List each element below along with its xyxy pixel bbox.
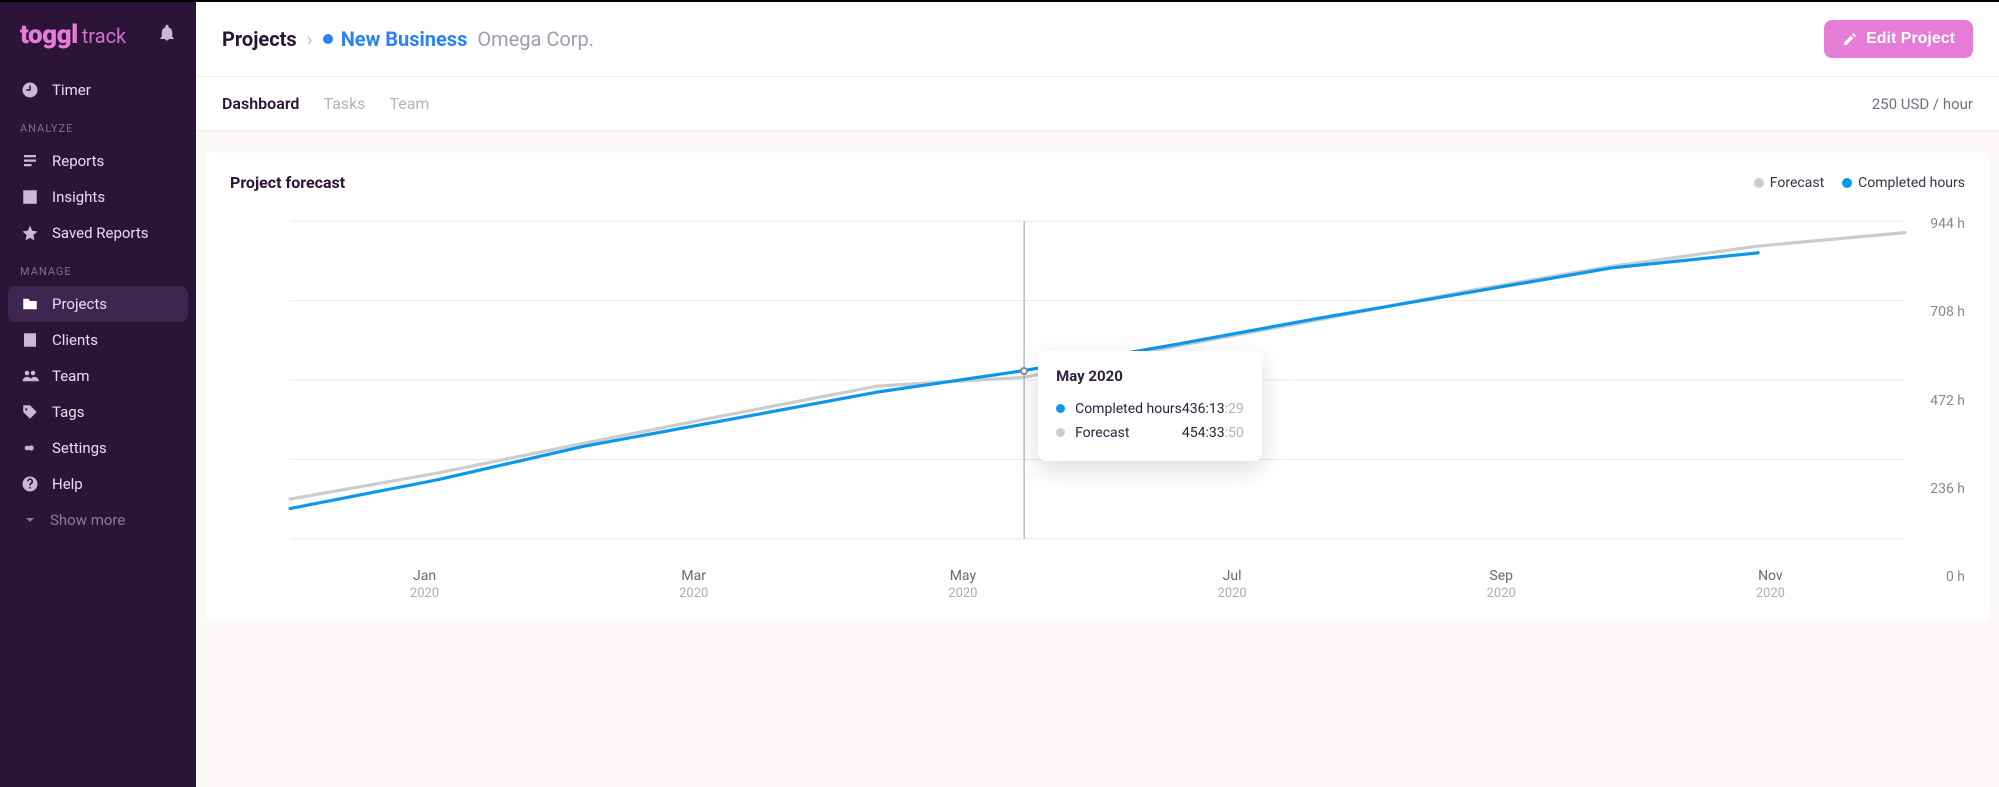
sidebar-item-show-more[interactable]: Show more — [8, 502, 188, 538]
tabs: Dashboard Tasks Team — [222, 78, 429, 129]
sidebar-item-label: Projects — [52, 295, 107, 313]
team-icon — [20, 367, 40, 385]
tabs-row: Dashboard Tasks Team 250 USD / hour — [196, 77, 1999, 131]
forecast-chart[interactable]: 0 h236 h472 h708 h944 hJan2020Mar2020May… — [230, 200, 1965, 601]
forecast-card: Project forecast Forecast Completed hours… — [206, 153, 1989, 621]
sidebar-item-label: Clients — [52, 331, 98, 349]
brand-name: toggl — [20, 20, 78, 50]
tooltip-swatch — [1056, 428, 1065, 437]
sidebar-item-label: Tags — [52, 403, 84, 421]
y-tick-label: 0 h — [1946, 569, 1965, 585]
card-title: Project forecast — [230, 173, 345, 192]
y-tick-label: 472 h — [1930, 393, 1965, 409]
legend-swatch — [1842, 178, 1852, 188]
sidebar-item-reports[interactable]: Reports — [8, 143, 188, 179]
sidebar: toggl track Timer ANALYZE Reports Insigh… — [0, 0, 196, 787]
tooltip-row-completed: Completed hours 436:13:29 — [1056, 397, 1244, 421]
project-name[interactable]: New Business — [341, 27, 468, 51]
folder-icon — [20, 295, 40, 313]
brand-logo[interactable]: toggl track — [20, 20, 126, 50]
rate-display: 250 USD / hour — [1872, 95, 1973, 113]
chart-tooltip: May 2020 Completed hours 436:13:29 Forec… — [1038, 351, 1262, 461]
help-icon — [20, 475, 40, 493]
sidebar-item-saved-reports[interactable]: Saved Reports — [8, 215, 188, 251]
y-tick-label: 944 h — [1930, 216, 1965, 232]
sidebar-item-label: Help — [52, 475, 83, 493]
tab-dashboard[interactable]: Dashboard — [222, 78, 299, 129]
tooltip-value: 454:33:50 — [1182, 425, 1244, 441]
chevron-down-icon — [20, 512, 40, 528]
card-header: Project forecast Forecast Completed hours — [230, 173, 1965, 192]
sidebar-nav: Timer ANALYZE Reports Insights Saved Rep… — [0, 72, 196, 538]
main: Projects › New Business Omega Corp. Edit… — [196, 0, 1999, 787]
tooltip-swatch — [1056, 404, 1065, 413]
header: Projects › New Business Omega Corp. Edit… — [196, 2, 1999, 77]
sidebar-item-team[interactable]: Team — [8, 358, 188, 394]
sidebar-item-label: Insights — [52, 188, 105, 206]
sidebar-item-timer[interactable]: Timer — [8, 72, 188, 108]
chart-legend: Forecast Completed hours — [1754, 175, 1965, 191]
edit-project-button[interactable]: Edit Project — [1824, 20, 1973, 58]
client-icon — [20, 331, 40, 349]
gear-icon — [20, 439, 40, 457]
client-name: Omega Corp. — [477, 27, 594, 51]
tooltip-value: 436:13:29 — [1182, 401, 1244, 417]
notification-bell-icon[interactable] — [158, 24, 176, 47]
sidebar-item-label: Settings — [52, 439, 107, 457]
tooltip-series-label: Completed hours — [1075, 401, 1182, 417]
tab-team[interactable]: Team — [389, 78, 429, 129]
clock-icon — [20, 81, 40, 99]
sidebar-item-insights[interactable]: Insights — [8, 179, 188, 215]
sidebar-item-label: Show more — [50, 511, 125, 529]
legend-item-forecast[interactable]: Forecast — [1754, 175, 1824, 191]
insights-icon — [20, 188, 40, 206]
pencil-icon — [1842, 31, 1858, 47]
sidebar-item-label: Timer — [52, 81, 91, 99]
sidebar-item-help[interactable]: Help — [8, 466, 188, 502]
legend-item-completed[interactable]: Completed hours — [1842, 175, 1965, 191]
y-tick-label: 236 h — [1930, 481, 1965, 497]
breadcrumb-root[interactable]: Projects — [222, 27, 297, 51]
tooltip-row-forecast: Forecast 454:33:50 — [1056, 421, 1244, 445]
project-color-dot — [323, 34, 333, 44]
sidebar-item-label: Team — [52, 367, 90, 385]
star-icon — [20, 224, 40, 242]
edit-project-label: Edit Project — [1866, 30, 1955, 48]
content: Project forecast Forecast Completed hours… — [196, 131, 1999, 787]
breadcrumb: Projects › New Business Omega Corp. — [222, 27, 594, 51]
tooltip-title: May 2020 — [1056, 367, 1244, 385]
tooltip-series-label: Forecast — [1075, 425, 1182, 441]
tag-icon — [20, 403, 40, 421]
sidebar-item-settings[interactable]: Settings — [8, 430, 188, 466]
sidebar-item-clients[interactable]: Clients — [8, 322, 188, 358]
chevron-right-icon: › — [307, 27, 313, 51]
legend-swatch — [1754, 178, 1764, 188]
sidebar-item-label: Reports — [52, 152, 104, 170]
sidebar-item-tags[interactable]: Tags — [8, 394, 188, 430]
logo-row: toggl track — [0, 2, 196, 72]
sidebar-item-projects[interactable]: Projects — [8, 286, 188, 322]
reports-icon — [20, 152, 40, 170]
brand-suffix: track — [82, 24, 126, 48]
sidebar-section-manage: MANAGE — [8, 251, 188, 286]
chart-cursor-marker — [1020, 367, 1028, 375]
sidebar-section-analyze: ANALYZE — [8, 108, 188, 143]
tab-tasks[interactable]: Tasks — [323, 78, 365, 129]
sidebar-item-label: Saved Reports — [52, 224, 149, 242]
y-tick-label: 708 h — [1930, 304, 1965, 320]
